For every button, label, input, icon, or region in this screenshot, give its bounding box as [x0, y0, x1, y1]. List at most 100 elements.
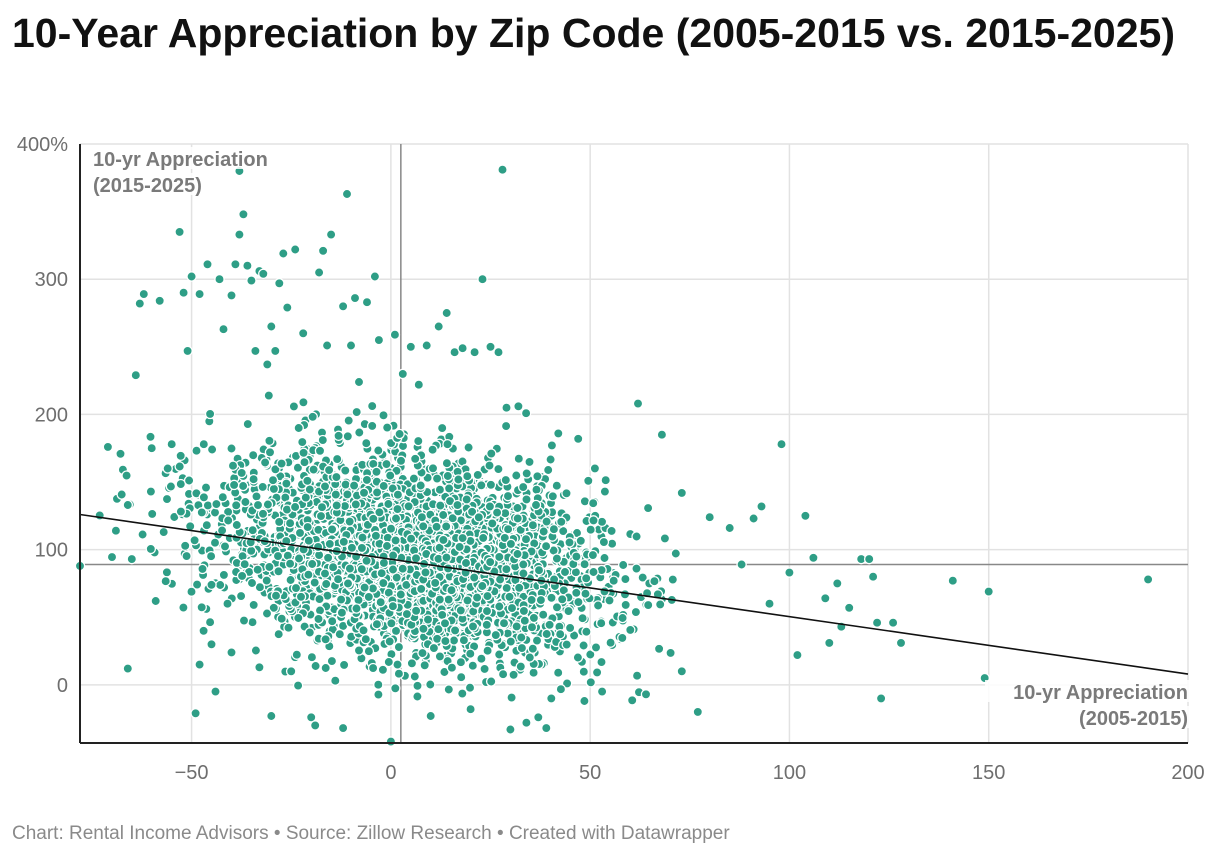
data-point [463, 442, 474, 453]
tick-labels: 0 100 200 300 400% −50 0 50 100 150 200 [17, 134, 1205, 784]
data-point [204, 616, 216, 628]
data-point [427, 444, 438, 455]
data-point [524, 456, 535, 468]
x-tick-label: 150 [972, 762, 1005, 784]
data-point [250, 645, 262, 656]
data-point [351, 603, 362, 614]
data-point [484, 460, 495, 471]
data-point [340, 479, 351, 490]
data-point [272, 550, 284, 562]
data-point [138, 288, 150, 300]
data-point [512, 548, 523, 560]
data-point [319, 568, 331, 579]
data-point [302, 521, 313, 533]
data-point [373, 689, 384, 700]
data-point [617, 559, 629, 571]
data-point [455, 656, 467, 668]
data-point [422, 614, 434, 625]
data-point [448, 635, 460, 646]
data-point [443, 684, 455, 695]
data-point [397, 368, 409, 380]
data-point [319, 481, 331, 492]
data-point [218, 569, 230, 581]
data-point [222, 598, 233, 609]
data-point [579, 695, 590, 707]
data-point [387, 600, 399, 612]
data-point [499, 532, 511, 544]
data-point [832, 578, 843, 589]
data-point [484, 501, 496, 512]
data-point [462, 595, 473, 606]
data-point [258, 268, 269, 280]
data-point [209, 537, 221, 548]
data-point [305, 712, 317, 723]
data-point [387, 564, 399, 575]
data-point [617, 612, 628, 624]
data-point [248, 599, 259, 611]
data-point [273, 628, 284, 640]
data-point [656, 429, 668, 440]
data-point [325, 229, 337, 240]
data-point [431, 473, 443, 484]
data-point [395, 589, 407, 600]
data-point [338, 536, 350, 548]
data-point [289, 501, 301, 513]
data-point [667, 574, 679, 585]
data-point [485, 479, 497, 491]
data-point [405, 533, 417, 544]
data-point [476, 480, 487, 491]
data-point [670, 548, 682, 559]
data-point [676, 487, 688, 499]
data-point [276, 613, 287, 624]
data-point [512, 513, 523, 524]
data-point [521, 717, 532, 728]
data-point [420, 567, 431, 578]
data-point [578, 666, 590, 677]
data-point [875, 693, 887, 704]
data-point [547, 491, 559, 502]
data-point [240, 496, 251, 508]
data-point [563, 605, 574, 617]
data-point [596, 656, 607, 668]
data-point [206, 444, 218, 455]
data-point [631, 531, 642, 542]
data-point [434, 594, 446, 605]
data-point [196, 602, 207, 613]
data-point [360, 633, 372, 645]
data-point [293, 422, 304, 434]
data-point [300, 492, 312, 503]
data-point [251, 491, 262, 502]
data-point [146, 508, 158, 520]
data-point [421, 340, 432, 351]
data-point [511, 621, 522, 632]
data-point [361, 474, 373, 486]
data-point [530, 499, 542, 511]
data-point [344, 516, 355, 527]
data-point [259, 457, 271, 468]
x-tick-label: −50 [175, 762, 209, 784]
data-point [545, 454, 556, 465]
data-point [330, 489, 342, 500]
data-point [106, 551, 118, 563]
data-point [600, 474, 611, 486]
data-point [485, 676, 497, 687]
data-point [290, 582, 302, 594]
data-point [242, 418, 254, 430]
data-point [349, 292, 361, 304]
data-point [843, 602, 855, 614]
data-point [386, 618, 397, 629]
data-point [487, 518, 498, 529]
data-point [653, 643, 665, 655]
data-point [309, 720, 321, 731]
data-point [556, 516, 567, 528]
data-point [341, 188, 353, 200]
data-point [392, 659, 403, 670]
data-point [457, 688, 468, 699]
data-point [262, 359, 273, 370]
data-point [268, 483, 280, 495]
data-point [440, 635, 451, 647]
data-point [585, 524, 596, 535]
data-point [863, 553, 875, 565]
data-point [293, 612, 304, 624]
data-point [435, 500, 446, 511]
